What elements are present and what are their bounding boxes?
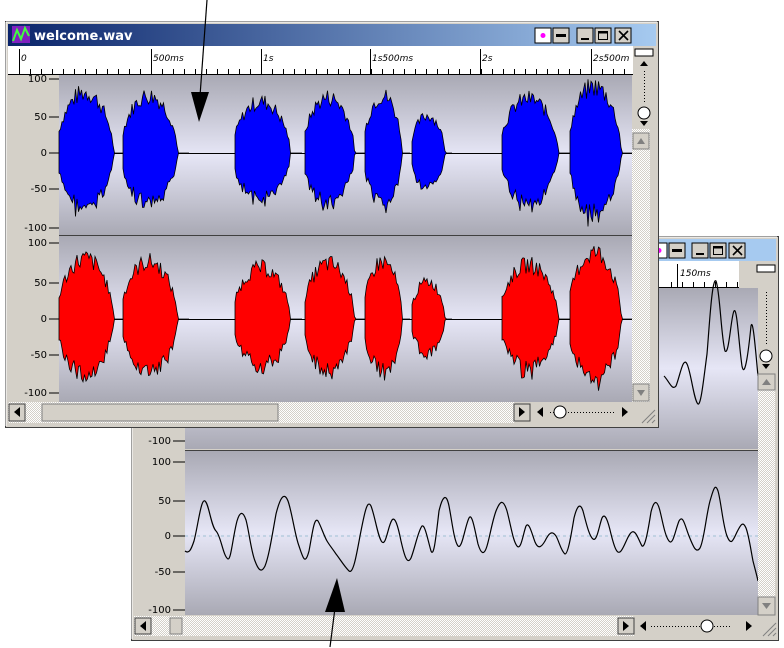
waveform-segment [58,251,125,384]
y-tick: 100 [28,238,47,249]
scroll-up-icon [762,379,771,385]
horizontal-scrollbar[interactable] [134,616,635,636]
ruler-label: 2s [482,54,493,64]
maximize-button[interactable] [709,242,727,259]
zoom-knob-icon [637,106,651,120]
audio-window: welcome.wav 0 500ms 1s 1s500ms 2s 2s500m [5,21,659,428]
minus-button[interactable] [668,242,686,259]
y-tick: -100 [24,223,47,234]
channel2-plot [185,451,758,615]
waveform-segment [364,255,410,381]
minimize-button[interactable] [576,27,594,44]
minus-icon [672,249,682,252]
scroll-down-icon [762,603,771,609]
scroll-right-icon [519,407,525,417]
waveform-segment [569,79,632,227]
waveform-segment [58,86,125,217]
window-title: welcome.wav [34,29,133,44]
scroll-up-icon [637,138,645,144]
y-tick: 100 [28,74,47,85]
waveform-segment [411,113,452,190]
waveform-segment [569,246,632,391]
horizontal-scrollbar[interactable] [8,402,531,423]
y-tick: 0 [165,531,171,542]
time-ruler: 0 500ms 1s 1s500ms 2s 2s500m [8,46,633,75]
scroll-down-icon [637,390,645,396]
waveform-segment [304,256,365,380]
y-tick: -50 [155,567,171,578]
channel1-axis: 100 50 0 -50 -100 [24,74,59,234]
maximize-button[interactable] [594,27,612,44]
y-tick: -100 [148,605,171,616]
channel2-waveform [184,486,759,582]
zoom-knob-icon [553,405,567,419]
y-tick: 0 [41,314,47,325]
y-tick: -50 [31,350,47,361]
waveform-segment [304,90,365,211]
waveform-segment [364,89,410,214]
vertical-scrollbar[interactable] [757,373,776,616]
vertical-zoom-slider[interactable] [756,264,776,369]
waveform-segment [234,94,302,207]
y-tick: 50 [158,496,171,507]
channel2-axis: 100 50 0 -50 -100 [24,238,59,399]
dot-button[interactable] [534,27,552,44]
close-icon [618,30,629,41]
waveform-segment [411,276,452,361]
channel1-waveform [58,79,632,227]
y-tick: 0 [41,148,47,159]
ruler-label: 150ms [680,269,711,279]
minus-icon [556,34,566,37]
scroll-thumb [169,617,183,635]
y-tick: 50 [34,278,47,289]
close-icon [732,245,743,256]
scroll-right-icon [623,621,629,631]
y-tick: -100 [148,436,171,447]
zoom-knob-icon [759,349,773,363]
minus-button[interactable] [552,27,570,44]
ruler-label: 2s500m [593,54,630,64]
channel2-waveform [58,246,632,391]
scroll-thumb [41,403,279,422]
horizontal-zoom-slider[interactable] [636,616,777,637]
waveform-segment [234,259,302,375]
y-tick: 50 [34,112,47,123]
vertical-scrollbar[interactable] [632,129,650,402]
waveform-segment [122,253,189,377]
vertical-zoom-slider[interactable] [634,48,654,126]
ruler-label: 1s [263,54,274,64]
window-controls [650,242,746,259]
channel1-waveform [663,280,759,405]
zoom-knob-icon [700,619,714,633]
minimize-icon [696,253,704,255]
y-tick: -50 [31,184,47,195]
horizontal-zoom-slider[interactable] [532,402,656,424]
channel2-axis: 100 50 0 -50 -100 [148,457,185,616]
minimize-button[interactable] [691,242,709,259]
ruler-label: 1s500ms [372,54,413,64]
scroll-left-icon [140,621,146,631]
close-button[interactable] [728,242,746,259]
title-bar [8,24,656,46]
window-controls [534,27,632,44]
waveform-segment [122,90,189,208]
app-icon [12,25,30,43]
y-tick: -100 [24,388,47,399]
scroll-left-icon [14,407,20,417]
ruler-label: 0 [21,54,27,64]
close-button[interactable] [614,27,632,44]
waveform-segment [501,256,570,380]
y-tick: 100 [152,457,171,468]
minimize-icon [581,38,589,40]
dot-icon [540,33,546,38]
ruler-label: 500ms [153,54,184,64]
waveform-segment [501,90,570,213]
